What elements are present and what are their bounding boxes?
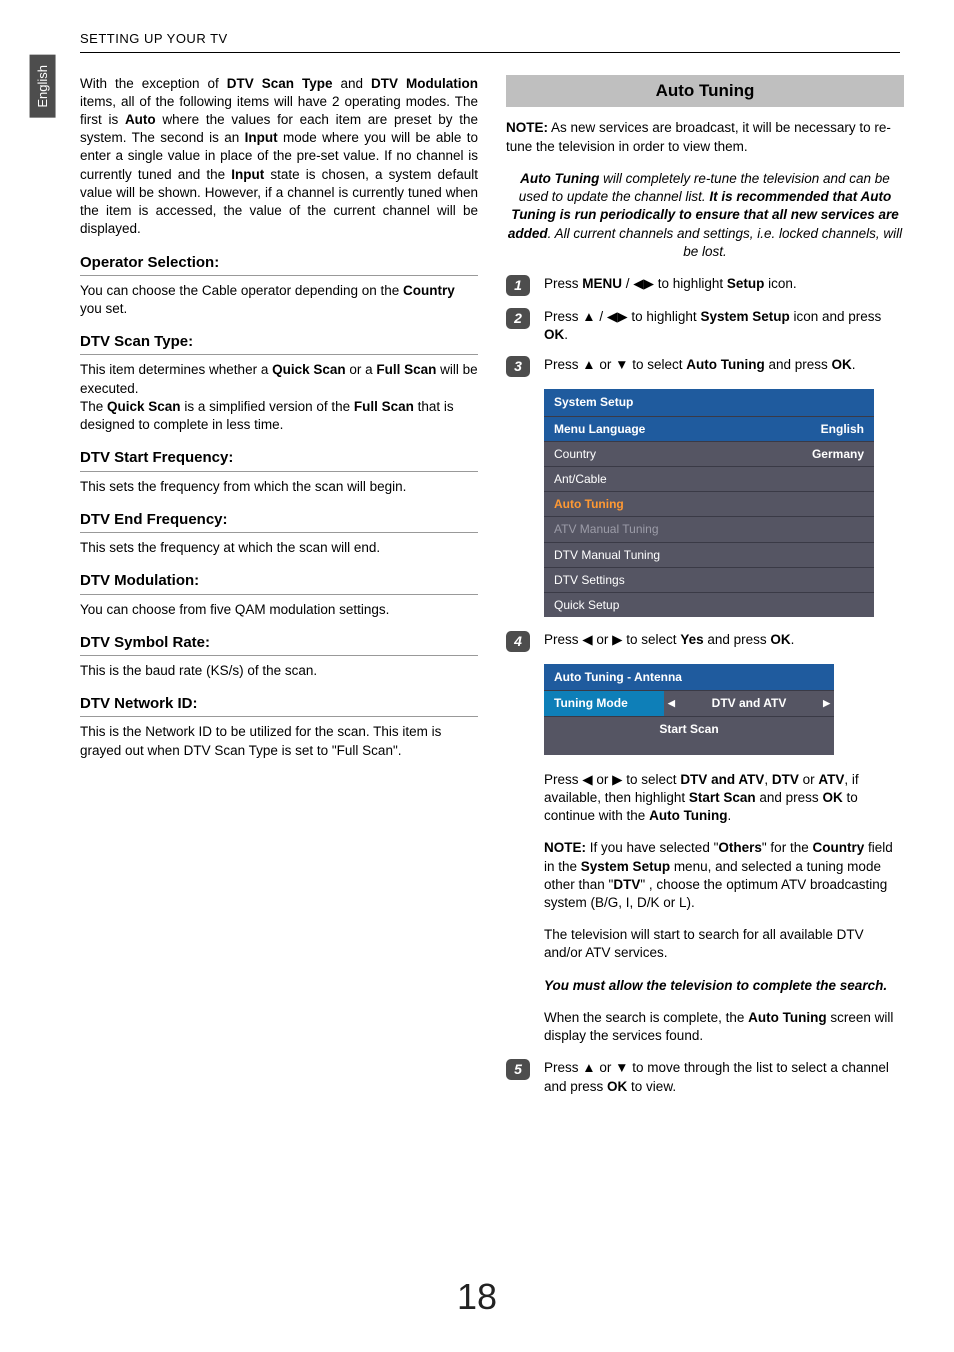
page-number: 18 xyxy=(0,1273,954,1322)
menu-row: Auto Tuning xyxy=(544,491,874,516)
section-heading: DTV Scan Type: xyxy=(80,332,478,352)
step-number-icon: 4 xyxy=(506,631,530,652)
section-heading: DTV Network ID: xyxy=(80,694,478,714)
step-4d-text: You must allow the television to complet… xyxy=(506,977,904,995)
step-number-icon: 5 xyxy=(506,1059,530,1080)
intro-text: With the exception of DTV Scan Type and … xyxy=(80,75,478,239)
section-body: This is the Network ID to be utilized fo… xyxy=(80,723,478,759)
step-number-icon: 1 xyxy=(506,275,530,296)
menu-row: DTV Settings xyxy=(544,567,874,592)
section-heading: Operator Selection: xyxy=(80,253,478,273)
step-5-text: Press ▲ or ▼ to move through the list to… xyxy=(544,1059,904,1095)
step-4c-text: The television will start to search for … xyxy=(506,926,904,962)
menu-row-label: Menu Language xyxy=(554,421,645,437)
step-4e-text: When the search is complete, the Auto Tu… xyxy=(506,1009,904,1045)
step-4b-text: Press ◀ or ▶ to select DTV and ATV, DTV … xyxy=(506,771,904,826)
tuning-mode-text: DTV and ATV xyxy=(712,695,787,711)
menu-row: Menu Language English xyxy=(544,416,874,441)
step-2: 2 Press ▲ / ◀▶ to highlight System Setup… xyxy=(506,308,904,344)
menu-row: DTV Manual Tuning xyxy=(544,542,874,567)
menu-row: ATV Manual Tuning xyxy=(544,516,874,541)
section-rule xyxy=(80,532,478,533)
section-rule xyxy=(80,716,478,717)
section-body: This sets the frequency from which the s… xyxy=(80,478,478,496)
menu-row-label: ATV Manual Tuning xyxy=(554,521,659,537)
step-1: 1 Press MENU / ◀▶ to highlight Setup ico… xyxy=(506,275,904,296)
menu-row: Country Germany xyxy=(544,441,874,466)
section-rule xyxy=(80,471,478,472)
tuning-mode-row: Tuning Mode ◀ DTV and ATV ▶ xyxy=(544,690,834,715)
section-body: This is the baud rate (KS/s) of the scan… xyxy=(80,662,478,680)
start-scan-row: Start Scan xyxy=(544,716,834,741)
auto-tuning-antenna-menu: Auto Tuning - Antenna Tuning Mode ◀ DTV … xyxy=(544,664,834,755)
menu-row-value: Germany xyxy=(812,446,864,462)
section-heading: DTV Start Frequency: xyxy=(80,448,478,468)
tuning-mode-value: ◀ DTV and ATV ▶ xyxy=(664,691,834,715)
section-heading: DTV Symbol Rate: xyxy=(80,633,478,653)
left-column: With the exception of DTV Scan Type and … xyxy=(80,75,478,1108)
header-rule xyxy=(80,52,900,53)
section-rule xyxy=(80,655,478,656)
section-rule xyxy=(80,594,478,595)
tuning-menu-title: Auto Tuning - Antenna xyxy=(544,664,834,690)
step-5: 5 Press ▲ or ▼ to move through the list … xyxy=(506,1059,904,1095)
step-4-note: NOTE: If you have selected "Others" for … xyxy=(506,839,904,912)
sections-container: Operator Selection: You can choose the Ca… xyxy=(80,253,478,760)
menu-row-label: DTV Settings xyxy=(554,572,625,588)
right-arrow-icon: ▶ xyxy=(823,697,830,709)
section-body: You can choose from five QAM modulation … xyxy=(80,601,478,619)
section-body: You can choose the Cable operator depend… xyxy=(80,282,478,318)
step-4: 4 Press ◀ or ▶ to select Yes and press O… xyxy=(506,631,904,652)
left-arrow-icon: ◀ xyxy=(668,697,675,709)
auto-tuning-banner: Auto Tuning xyxy=(506,75,904,108)
tuning-mode-label: Tuning Mode xyxy=(544,691,664,715)
menu-row: Quick Setup xyxy=(544,592,874,617)
step-3: 3 Press ▲ or ▼ to select Auto Tuning and… xyxy=(506,356,904,377)
menu-row-label: Quick Setup xyxy=(554,597,619,613)
section-body: This item determines whether a Quick Sca… xyxy=(80,361,478,434)
menu-row-label: Country xyxy=(554,446,596,462)
menu-row-label: Auto Tuning xyxy=(554,496,624,512)
note-text: NOTE: As new services are broadcast, it … xyxy=(506,119,904,155)
section-title: SETTING UP YOUR TV xyxy=(30,30,904,48)
section-heading: DTV End Frequency: xyxy=(80,510,478,530)
step-2-text: Press ▲ / ◀▶ to highlight System Setup i… xyxy=(544,308,904,344)
step-4-text: Press ◀ or ▶ to select Yes and press OK. xyxy=(544,631,904,652)
menu-row-value: English xyxy=(821,421,864,437)
menu-title: System Setup xyxy=(544,389,874,415)
step-number-icon: 2 xyxy=(506,308,530,329)
section-heading: DTV Modulation: xyxy=(80,571,478,591)
section-rule xyxy=(80,354,478,355)
right-column: Auto Tuning NOTE: As new services are br… xyxy=(506,75,904,1108)
step-3-text: Press ▲ or ▼ to select Auto Tuning and p… xyxy=(544,356,904,377)
menu-row-label: Ant/Cable xyxy=(554,471,607,487)
lang-tab: English xyxy=(30,55,56,118)
intro-italic: Auto Tuning will completely re-tune the … xyxy=(506,170,904,261)
step-1-text: Press MENU / ◀▶ to highlight Setup icon. xyxy=(544,275,904,296)
menu-row-label: DTV Manual Tuning xyxy=(554,547,660,563)
menu-row: Ant/Cable xyxy=(544,466,874,491)
step-number-icon: 3 xyxy=(506,356,530,377)
section-body: This sets the frequency at which the sca… xyxy=(80,539,478,557)
section-rule xyxy=(80,275,478,276)
system-setup-menu: System Setup Menu Language English Country… xyxy=(544,389,874,617)
